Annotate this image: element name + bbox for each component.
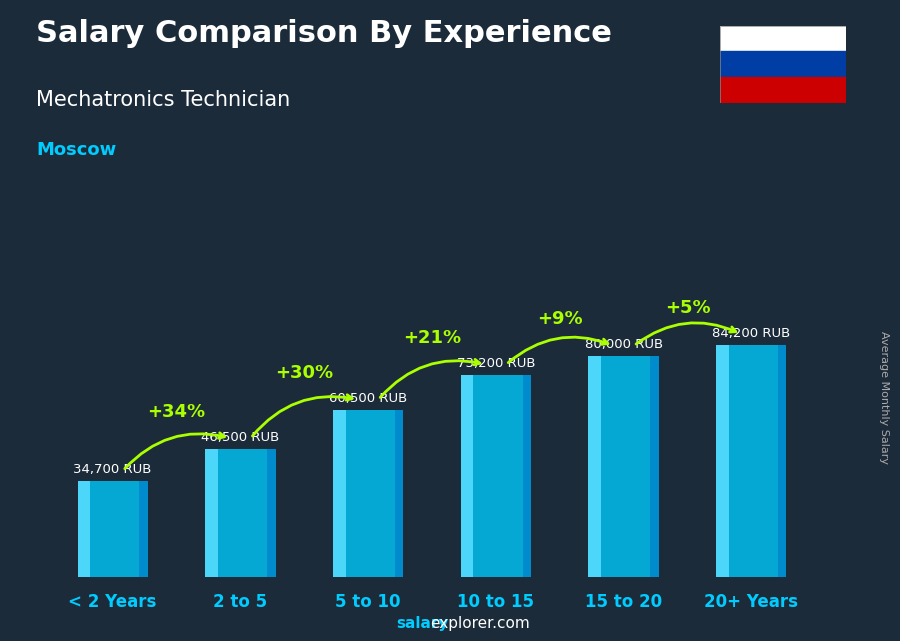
Bar (333, 410, 346, 577)
Bar (589, 356, 659, 577)
Text: 80,000 RUB: 80,000 RUB (585, 338, 662, 351)
Bar (461, 375, 473, 577)
Bar (333, 410, 403, 577)
Text: 84,200 RUB: 84,200 RUB (712, 327, 790, 340)
Text: Average Monthly Salary: Average Monthly Salary (878, 331, 889, 464)
Text: explorer.com: explorer.com (430, 617, 530, 631)
Bar (720, 26, 846, 51)
Text: Salary Comparison By Experience: Salary Comparison By Experience (36, 19, 612, 48)
Text: +5%: +5% (665, 299, 710, 317)
Bar (140, 481, 148, 577)
Text: +34%: +34% (148, 403, 205, 420)
Text: +9%: +9% (537, 310, 582, 328)
Text: +30%: +30% (275, 364, 333, 382)
Bar (205, 449, 275, 577)
Bar (523, 375, 531, 577)
Text: salary: salary (396, 617, 448, 631)
Bar (589, 356, 601, 577)
Text: 34,700 RUB: 34,700 RUB (74, 463, 152, 476)
Bar (267, 449, 275, 577)
Bar (651, 356, 659, 577)
Bar (720, 77, 846, 103)
Bar (77, 481, 148, 577)
Bar (461, 375, 531, 577)
Text: Mechatronics Technician: Mechatronics Technician (36, 90, 290, 110)
Bar (716, 345, 729, 577)
Bar (205, 449, 218, 577)
Bar (716, 345, 787, 577)
Text: 46,500 RUB: 46,500 RUB (202, 431, 280, 444)
Text: 60,500 RUB: 60,500 RUB (329, 392, 408, 405)
Bar (778, 345, 787, 577)
Bar (395, 410, 403, 577)
Text: 73,200 RUB: 73,200 RUB (456, 357, 536, 370)
Bar (77, 481, 90, 577)
Bar (720, 51, 846, 77)
Text: +21%: +21% (403, 329, 461, 347)
Text: Moscow: Moscow (36, 141, 116, 159)
